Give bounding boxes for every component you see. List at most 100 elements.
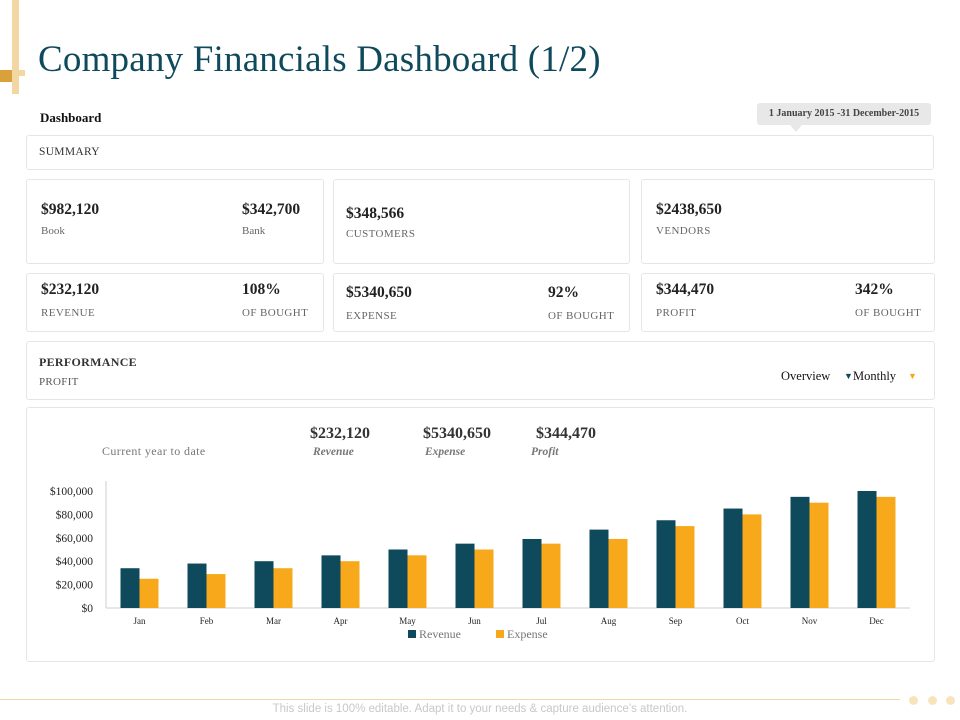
expense-label: EXPENSE [346,310,398,322]
monthly-dropdown[interactable]: Monthly [853,369,897,383]
footer-divider [0,699,900,700]
y-tick-label: $20,000 [56,579,94,592]
bar-expense-dec [876,496,896,608]
bar-revenue-apr [321,555,341,608]
bar-expense-nov [809,502,829,608]
chart-revenue-value: $232,120 [310,425,370,442]
legend-label-expense: Expense [507,627,548,641]
bar-revenue-jun [455,543,475,608]
x-tick-label: Jun [468,616,481,626]
chart-revenue-label: Revenue [313,446,354,458]
bar-expense-jun [474,549,494,608]
bar-expense-oct [742,514,762,608]
revenue-card: $232,120 REVENUE 108% OF BOUGHT [26,273,324,332]
x-tick-label: May [399,616,416,626]
bar-revenue-jul [522,538,542,608]
customers-label: CUSTOMERS [346,228,416,240]
vendors-value: $2438,650 [656,201,722,218]
bar-expense-apr [340,561,360,608]
legend-label-revenue: Revenue [419,627,461,641]
y-tick-label: $0 [82,602,94,615]
customers-value: $348,566 [346,205,405,222]
y-tick-label: $60,000 [56,532,94,545]
legend-swatch-expense [496,630,504,638]
vendors-label: VENDORS [656,225,711,237]
bar-revenue-mar [254,561,274,608]
bar-expense-jan [139,578,159,608]
chart-card [26,407,935,662]
bar-revenue-dec [857,491,877,608]
bar-expense-sep [675,526,695,608]
bar-revenue-jan [120,568,140,608]
x-tick-label: Oct [736,616,749,626]
bar-revenue-nov [790,496,810,608]
bar-revenue-sep [656,520,676,608]
chart-profit-value: $344,470 [536,425,596,442]
profit-value: $344,470 [656,281,715,298]
customers-card: $348,566 CUSTOMERS [333,179,630,264]
bar-expense-mar [273,568,293,608]
y-tick-label: $40,000 [56,555,94,568]
x-tick-label: Dec [869,616,884,626]
bar-revenue-may [388,549,408,608]
summary-bar: SUMMARY [26,135,934,170]
book-label: Book [41,225,65,237]
expense-value: $5340,650 [346,284,412,301]
overview-chevron-down-icon[interactable]: ▼ [844,371,853,381]
profit-pct: 342% [855,281,894,298]
y-tick-label: $100,000 [50,485,93,498]
bar-expense-may [407,555,427,608]
profit-pct-label: OF BOUGHT [855,307,922,319]
revenue-value: $232,120 [41,281,100,298]
footer-text: This slide is 100% editable. Adapt it to… [272,703,688,715]
corner-accent-square [0,70,12,82]
expense-pct-label: OF BOUGHT [548,310,615,322]
dashboard-label: Dashboard [40,110,102,125]
bar-revenue-oct [723,508,743,608]
expense-card: $5340,650 EXPENSE 92% OF BOUGHT [333,273,630,332]
bar-expense-aug [608,538,628,608]
x-tick-label: Feb [200,616,214,626]
x-tick-label: Jan [134,616,146,626]
bank-value: $342,700 [242,201,301,218]
current-year-label: Current year to date [102,444,206,458]
x-tick-label: Aug [601,616,617,626]
vendors-card: $2438,650 VENDORS [641,179,935,264]
revenue-label: REVENUE [41,307,96,319]
date-range-badge-pointer [790,125,802,132]
performance-title: PERFORMANCE [39,355,137,369]
monthly-chevron-down-icon[interactable]: ▼ [908,371,917,381]
performance-subtitle: PROFIT [39,376,79,388]
bar-revenue-feb [187,563,207,608]
date-range-badge: 1 January 2015 -31 December-2015 [757,103,931,125]
chart-expense-label: Expense [425,446,466,458]
overview-dropdown[interactable]: Overview [781,369,831,383]
x-tick-label: Sep [669,616,683,626]
performance-bar: PERFORMANCE PROFIT Overview ▼ Monthly ▼ [26,341,935,400]
page-title: Company Financials Dashboard (1/2) [38,39,601,80]
bank-label: Bank [242,225,266,237]
corner-accent-bar [12,0,19,94]
bar-revenue-aug [589,529,609,608]
revenue-pct-label: OF BOUGHT [242,307,309,319]
corner-accent-square-small [19,70,25,76]
summary-label: SUMMARY [39,146,100,158]
profit-label: PROFIT [656,307,697,319]
legend-swatch-revenue [408,630,416,638]
x-tick-label: Nov [802,616,818,626]
x-tick-label: Jul [536,616,547,626]
book-bank-card: $982,120 Book $342,700 Bank [26,179,324,264]
footer-dot-3 [946,696,955,705]
expense-pct: 92% [548,284,579,301]
bar-expense-jul [541,543,561,608]
profit-card: $344,470 PROFIT 342% OF BOUGHT [641,273,935,332]
x-tick-label: Mar [266,616,281,626]
bar-expense-feb [206,574,226,608]
y-tick-label: $80,000 [56,508,94,521]
chart-expense-value: $5340,650 [423,425,491,442]
chart-profit-label: Profit [531,446,559,458]
footer-dot-1 [909,696,918,705]
book-value: $982,120 [41,201,100,218]
x-tick-label: Apr [334,616,348,626]
